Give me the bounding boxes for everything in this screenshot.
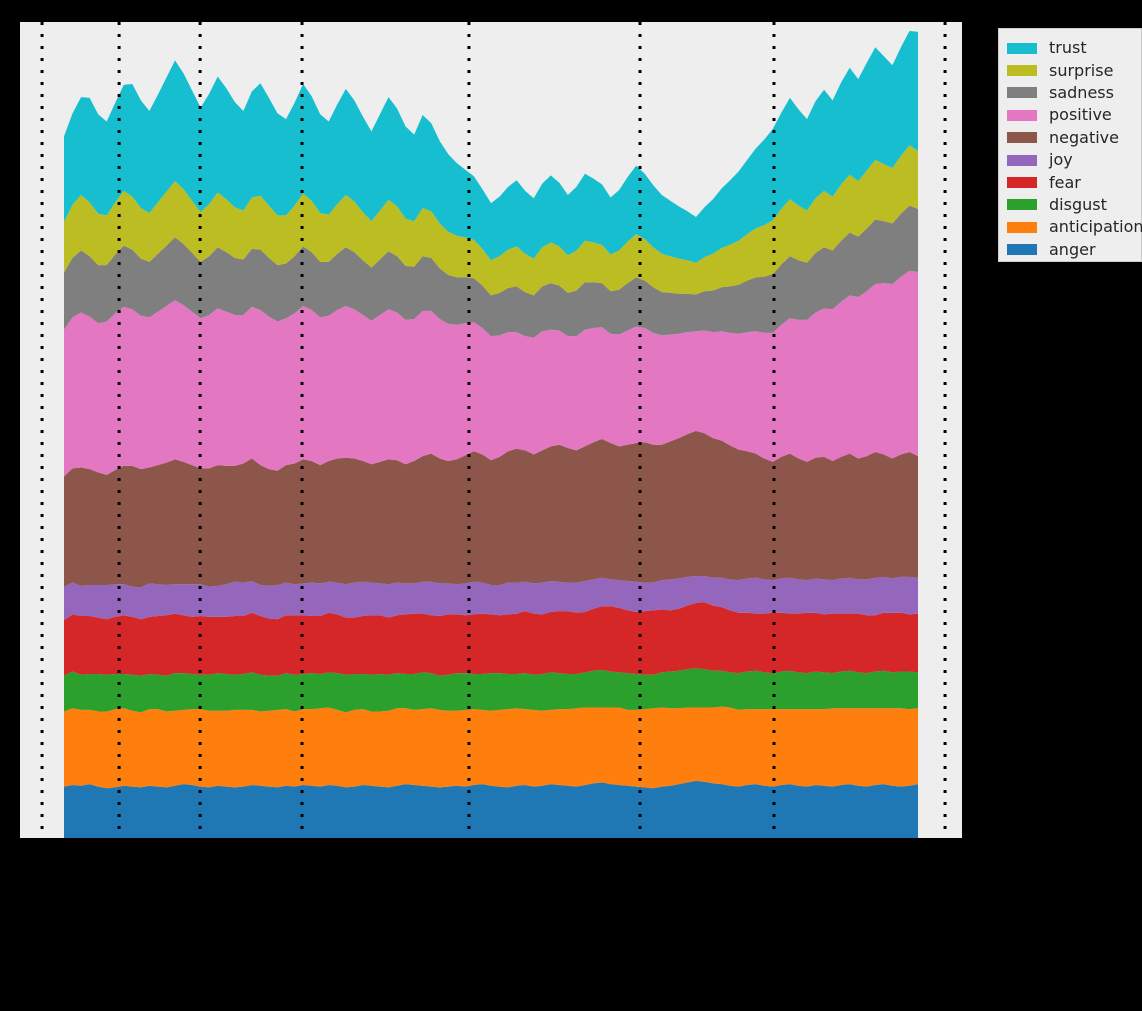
legend-item-joy[interactable]: joy <box>1007 149 1135 171</box>
legend-item-trust[interactable]: trust <box>1007 37 1135 59</box>
legend-label-joy: joy <box>1049 150 1073 170</box>
area-series-fear <box>63 602 919 676</box>
area-series-positive <box>63 270 919 477</box>
legend-swatch-anger <box>1007 244 1037 256</box>
area-series-trust <box>63 30 919 263</box>
vertical-gridlines-group <box>40 22 947 838</box>
stacked-area-chart-svg <box>20 22 962 838</box>
legend-swatch-trust <box>1007 42 1037 54</box>
legend-item-sadness[interactable]: sadness <box>1007 82 1135 104</box>
legend-swatch-negative <box>1007 132 1037 144</box>
legend-label-surprise: surprise <box>1049 60 1114 80</box>
area-series-surprise <box>63 145 919 296</box>
legend-label-anticipation: anticipation <box>1049 217 1142 237</box>
legend-item-disgust[interactable]: disgust <box>1007 194 1135 216</box>
legend-swatch-disgust <box>1007 199 1037 211</box>
area-series-disgust <box>63 668 919 713</box>
area-series-sadness <box>63 205 919 338</box>
legend-label-positive: positive <box>1049 105 1112 125</box>
legend-item-anticipation[interactable]: anticipation <box>1007 216 1142 238</box>
area-series-joy <box>63 576 919 621</box>
legend-item-negative[interactable]: negative <box>1007 127 1135 149</box>
stacked-area-chart-plot <box>20 22 962 838</box>
area-series-negative <box>63 430 919 588</box>
area-series-anticipation <box>63 706 919 789</box>
legend-swatch-surprise <box>1007 65 1037 77</box>
legend-item-anger[interactable]: anger <box>1007 239 1135 261</box>
legend-label-anger: anger <box>1049 239 1096 259</box>
legend-swatch-positive <box>1007 109 1037 121</box>
legend-item-positive[interactable]: positive <box>1007 104 1135 126</box>
chart-legend: trust surprise sadness positive negative… <box>998 28 1142 262</box>
legend-label-sadness: sadness <box>1049 82 1114 102</box>
legend-swatch-joy <box>1007 154 1037 166</box>
legend-label-negative: negative <box>1049 127 1119 147</box>
legend-label-trust: trust <box>1049 38 1087 58</box>
area-series-group <box>63 30 919 838</box>
legend-item-surprise[interactable]: surprise <box>1007 59 1135 81</box>
legend-swatch-anticipation <box>1007 221 1037 233</box>
legend-label-fear: fear <box>1049 172 1081 192</box>
legend-swatch-sadness <box>1007 87 1037 99</box>
legend-item-fear[interactable]: fear <box>1007 171 1135 193</box>
legend-label-disgust: disgust <box>1049 194 1107 214</box>
legend-swatch-fear <box>1007 177 1037 189</box>
area-series-anger <box>63 780 919 838</box>
